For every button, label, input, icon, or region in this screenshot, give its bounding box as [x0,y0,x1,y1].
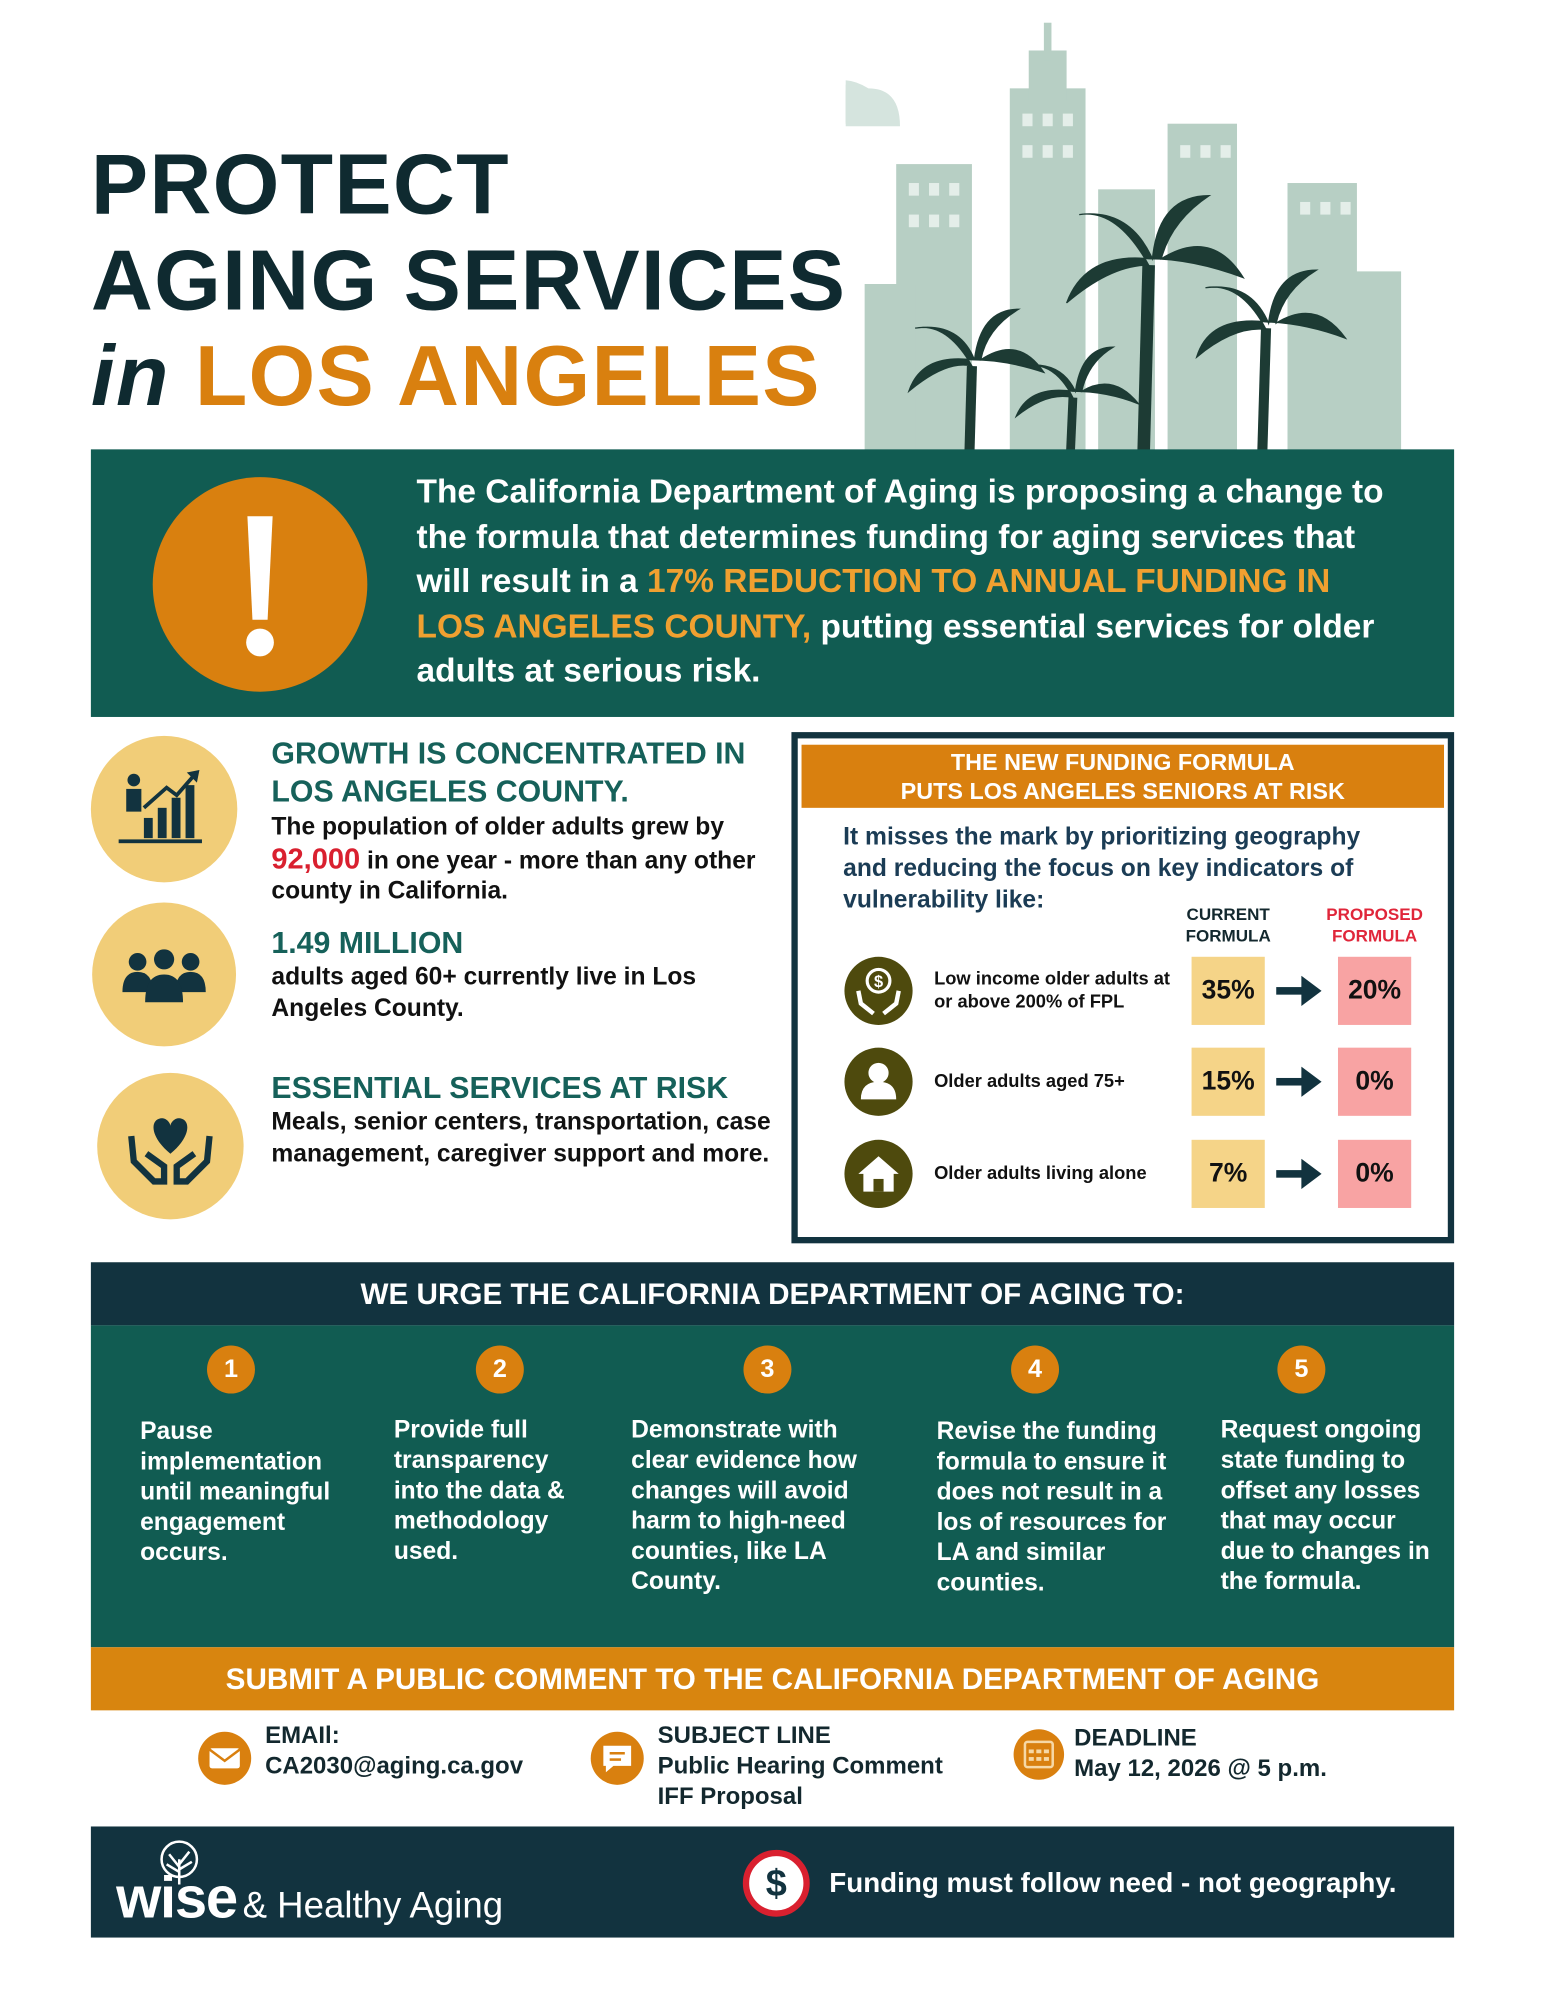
step-number: 1 [207,1345,255,1394]
arrow [1276,1158,1322,1190]
stat-text: The population of older adults grew by 9… [271,812,776,907]
formula-title: THE NEW FUNDING FORMULA [950,748,1295,776]
formula-header: THE NEW FUNDING FORMULA PUTS LOS ANGELES… [801,744,1445,808]
comment-icon [590,1731,644,1785]
deadline-value: May 12, 2026 @ 5 p.m. [1074,1755,1327,1783]
care-icon [128,1118,213,1185]
proposed-value: 0% [1337,1047,1412,1116]
stat-heading: ESSENTIAL SERVICES AT RISK [271,1071,729,1106]
logo: wise & Healthy Aging [116,1863,503,1931]
step-number: 3 [743,1345,792,1394]
alert-text-part: The California Department of Aging is pr… [416,472,1384,600]
urge-header: WE URGE THE CALIFORNIA DEPARTMENT OF AGI… [90,1262,1455,1326]
tagline: Funding must follow need - not geography… [829,1866,1397,1899]
logo-word: wise [116,1864,238,1930]
step-number: 4 [1011,1345,1060,1394]
submit-bar: SUBMIT A PUBLIC COMMENT TO THE CALIFORNI… [90,1647,1455,1711]
svg-text:$: $ [874,973,883,991]
subject-value: Public Hearing Comment IFF Proposal [657,1753,943,1811]
column-proposed: PROPOSED FORMULA [1326,905,1423,946]
dollar-icon: $ [742,1849,810,1917]
row-label: Low income older adults at or above 200%… [934,969,1171,1013]
title-line: AGING SERVICES [90,232,847,329]
title-line: in LOS ANGELES [91,328,846,424]
people-icon [122,949,206,1003]
stat-text-part: The population of older adults grew by [271,812,725,841]
stat-highlight: 92,000 [271,841,361,875]
arrow [1276,975,1322,1007]
stat-heading: GROWTH IS CONCENTRATED IN LOS ANGELES CO… [271,737,746,810]
title-place: LOS ANGELES [194,328,821,425]
alert-highlight: 17% REDUCTION TO ANNUAL FUNDING IN LOS A… [416,561,1331,645]
stat-heading: 1.49 MILLION [271,926,464,961]
current-value: 7% [1191,1139,1265,1208]
skyline-illustration [845,22,1402,455]
step-text: Demonstrate with clear evidence how chan… [631,1416,857,1596]
stat-text: Meals, senior centers, transportation, c… [271,1108,771,1167]
deadline-label: DEADLINE [1074,1725,1197,1753]
logo-tree [160,1840,199,1885]
current-value: 35% [1191,956,1265,1025]
step-number: 5 [1277,1345,1326,1394]
title: PROTECT AGING SERVICES in LOS ANGELES [91,136,846,424]
alert-text: The California Department of Aging is pr… [417,470,1389,694]
alert-icon [152,477,368,692]
step-text: Revise the funding formula to ensure it … [936,1417,1167,1597]
arrow [1276,1066,1322,1097]
step-text: Request ongoing state funding to offset … [1220,1416,1430,1596]
step-text: Pause implementation until meaningful en… [140,1417,331,1567]
title-line: PROTECT [90,136,510,233]
stat-text: adults aged 60+ currently live in Los An… [271,963,697,1022]
row-label: Older adults aged 75+ [934,1071,1125,1092]
alert-text-part: putting essential services for older adu… [416,606,1375,690]
row-icon [844,1047,913,1116]
stat-text-part: in one year - more than any other county… [271,846,756,906]
row-icon: $ [844,956,913,1025]
step-number: 2 [475,1345,524,1394]
stat-icon [92,902,237,1047]
growth-icon [118,769,202,844]
formula-intro: It misses the mark by prioritizing geogr… [843,822,1361,914]
calendar-icon [1013,1729,1065,1780]
row-label: Older adults living alone [934,1163,1147,1184]
title-in: in [90,328,170,425]
formula-title: PUTS LOS ANGELES SENIORS AT RISK [900,777,1345,805]
subject-label: SUBJECT LINE [657,1722,831,1750]
column-current: CURRENT FORMULA [1185,905,1271,946]
logo-rest: & Healthy Aging [242,1885,504,1927]
proposed-value: 0% [1337,1139,1412,1208]
svg-text:$: $ [766,1863,787,1905]
formula-box [791,732,1455,1244]
proposed-value: 20% [1337,956,1412,1025]
step-text: Provide full transparency into the data … [393,1416,565,1566]
email-value: CA2030@aging.ca.gov [265,1753,524,1780]
submit-title: SUBMIT A PUBLIC COMMENT TO THE CALIFORNI… [225,1661,1320,1695]
row-icon [844,1139,913,1208]
current-value: 15% [1191,1047,1265,1116]
email-label: EMAIl: [265,1722,340,1750]
urge-title: WE URGE THE CALIFORNIA DEPARTMENT OF AGI… [360,1276,1185,1310]
email-icon [198,1731,252,1785]
